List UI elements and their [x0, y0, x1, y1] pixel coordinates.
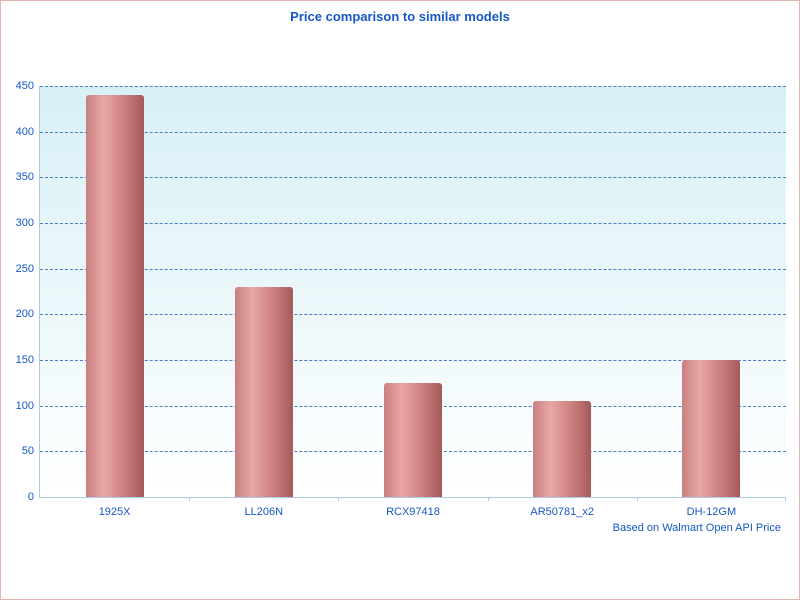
x-axis-tick — [189, 497, 191, 501]
gridline — [40, 223, 786, 224]
bar — [384, 382, 442, 497]
x-axis-tick — [785, 497, 786, 501]
y-tick-label: 250 — [15, 262, 34, 275]
y-tick-label: 150 — [15, 354, 34, 366]
y-tick-label: 400 — [15, 125, 34, 138]
chart-footnote: Based on Walmart Open API Price — [612, 522, 781, 534]
plot-area: 0 50 100 150 200 250 300 350 400 450 1925X LL206N RC… — [16, 80, 786, 518]
bar — [85, 95, 144, 497]
y-tick-label: 300 — [15, 217, 34, 229]
bar — [234, 286, 293, 497]
x-tick-label: RCX97418 — [386, 506, 440, 518]
y-tick-label: 0 — [27, 491, 34, 503]
gridline — [40, 360, 786, 361]
x-tick-label: 1925X — [98, 506, 131, 518]
x-tick-label: AR50781_x2 — [530, 506, 594, 518]
x-axis-tick — [338, 497, 340, 501]
gridline — [40, 177, 786, 179]
x-tick-label: LL206N — [244, 506, 284, 518]
x-tick-label: DH-12GM — [686, 506, 737, 518]
y-tick-label: 450 — [15, 80, 34, 92]
y-tick-label: 100 — [15, 399, 34, 412]
chart-title: Price comparison to similar models — [290, 9, 510, 24]
gridline — [40, 314, 786, 316]
y-tick-label: 200 — [15, 308, 34, 321]
gridline — [40, 86, 786, 87]
gridline — [40, 268, 786, 270]
y-tick-label: 50 — [21, 445, 34, 458]
x-axis-tick — [487, 497, 489, 501]
y-tick-label: 350 — [15, 171, 34, 184]
x-axis-tick — [636, 497, 638, 501]
bar — [533, 401, 592, 497]
gridline — [40, 131, 786, 133]
bar — [682, 360, 741, 497]
